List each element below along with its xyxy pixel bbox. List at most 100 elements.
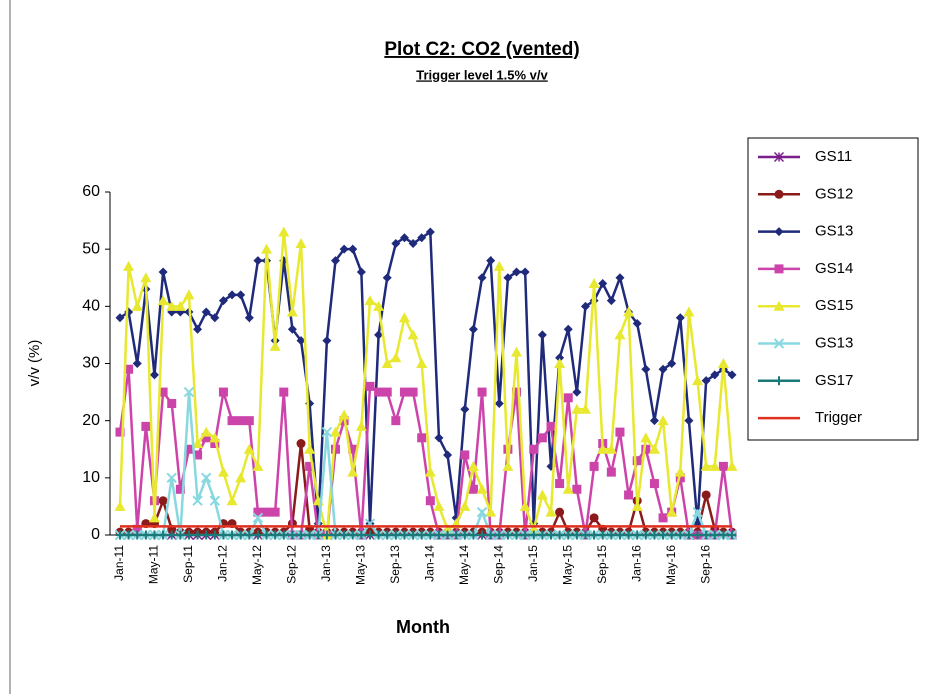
data-point [399, 387, 409, 397]
data-point [615, 273, 625, 283]
y-tick-label: 20 [82, 412, 100, 429]
data-point [382, 387, 392, 397]
data-point [675, 530, 685, 540]
data-point [555, 353, 565, 363]
data-point [572, 530, 582, 540]
data-point [606, 296, 616, 306]
data-point [269, 340, 281, 351]
data-point [434, 433, 444, 443]
data-point [589, 530, 599, 540]
data-point [657, 415, 669, 426]
data-point [279, 387, 289, 397]
data-point [270, 530, 280, 540]
data-point [209, 495, 221, 506]
data-point [537, 330, 547, 340]
legend-marker [774, 264, 784, 274]
data-point [193, 450, 203, 460]
data-point [339, 530, 349, 540]
y-tick-label: 10 [82, 469, 100, 486]
data-point [718, 461, 728, 471]
x-tick-label: May-14 [457, 545, 471, 585]
data-point [477, 387, 487, 397]
data-point [624, 490, 634, 500]
data-point [374, 530, 384, 540]
data-point [279, 530, 289, 540]
data-point [253, 256, 263, 266]
data-point [494, 399, 504, 409]
y-tick-label: 30 [82, 355, 100, 372]
data-point [382, 530, 392, 540]
data-point [519, 500, 531, 511]
data-point [253, 507, 263, 517]
data-point [192, 438, 204, 449]
data-point [503, 273, 513, 283]
data-point [209, 432, 221, 443]
data-point [322, 530, 332, 540]
data-point [606, 530, 616, 540]
data-point [417, 433, 427, 443]
data-point [115, 427, 125, 437]
data-point [193, 324, 203, 334]
x-tick-label: Sep-13 [388, 545, 402, 584]
data-point [503, 530, 513, 540]
y-tick-label: 60 [82, 183, 100, 200]
data-point [304, 443, 316, 454]
data-point [262, 507, 272, 517]
data-point [158, 496, 168, 506]
data-point [624, 530, 634, 540]
data-point [210, 313, 220, 323]
data-point [701, 530, 711, 540]
data-point [184, 444, 194, 454]
x-tick-label: Jan-15 [526, 545, 540, 582]
series-line [118, 231, 734, 536]
data-point [476, 483, 488, 494]
x-tick-label: May-16 [664, 545, 678, 585]
data-point [364, 295, 376, 306]
legend-marker [774, 189, 784, 199]
data-point [649, 530, 659, 540]
data-point [726, 460, 738, 471]
data-point [236, 416, 246, 426]
data-point [632, 318, 642, 328]
data-point [286, 306, 298, 317]
data-point [615, 530, 625, 540]
data-point [486, 256, 496, 266]
data-point [537, 433, 547, 443]
data-point [391, 238, 401, 248]
data-point [417, 530, 427, 540]
legend-label: GS12 [815, 185, 853, 202]
data-point [114, 500, 126, 511]
data-point [313, 530, 323, 540]
data-point [605, 443, 617, 454]
data-point [580, 301, 590, 311]
data-point [512, 267, 522, 277]
data-point [589, 513, 599, 523]
legend-label: GS14 [815, 260, 853, 277]
x-tick-label: May-12 [250, 545, 264, 585]
data-point [476, 506, 488, 518]
data-point [131, 300, 143, 311]
data-point [322, 336, 332, 346]
x-tick-label: May-13 [354, 545, 368, 585]
data-point [174, 300, 186, 311]
data-point [236, 530, 246, 540]
data-point [692, 375, 704, 386]
data-point [347, 466, 359, 477]
data-point [175, 484, 185, 494]
x-tick-label: Jan-11 [112, 545, 126, 581]
legend-marker [773, 151, 785, 163]
data-point [157, 295, 169, 306]
data-point [252, 512, 264, 524]
data-point [546, 530, 556, 540]
data-point [166, 300, 178, 311]
data-point [296, 530, 306, 540]
data-point [710, 530, 720, 540]
data-point [460, 530, 470, 540]
data-point [459, 500, 471, 511]
x-tick-label: May-11 [147, 545, 161, 584]
data-point [467, 460, 479, 471]
data-point [287, 530, 297, 540]
data-point [425, 530, 435, 540]
data-point [451, 530, 461, 540]
data-point [632, 456, 642, 466]
